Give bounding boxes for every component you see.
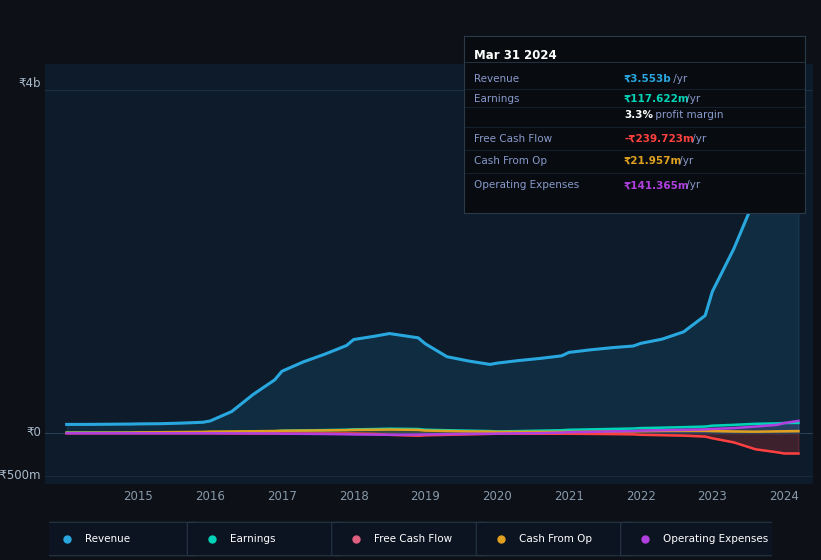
FancyBboxPatch shape bbox=[43, 522, 198, 556]
Text: -₹500m: -₹500m bbox=[0, 469, 41, 482]
Text: Earnings: Earnings bbox=[230, 534, 275, 544]
Text: /yr: /yr bbox=[682, 94, 699, 104]
Text: -₹239.723m: -₹239.723m bbox=[624, 134, 694, 144]
Text: Operating Expenses: Operating Expenses bbox=[663, 534, 768, 544]
Text: Free Cash Flow: Free Cash Flow bbox=[374, 534, 452, 544]
Text: ₹3.553b: ₹3.553b bbox=[624, 74, 672, 84]
Text: ₹21.957m: ₹21.957m bbox=[624, 156, 682, 166]
FancyBboxPatch shape bbox=[476, 522, 631, 556]
Text: ₹0: ₹0 bbox=[26, 427, 41, 440]
Text: ₹117.622m: ₹117.622m bbox=[624, 94, 690, 104]
FancyBboxPatch shape bbox=[621, 522, 776, 556]
Text: profit margin: profit margin bbox=[652, 110, 723, 120]
Text: ₹4b: ₹4b bbox=[19, 77, 41, 90]
FancyBboxPatch shape bbox=[332, 522, 487, 556]
Text: 3.3%: 3.3% bbox=[624, 110, 653, 120]
Text: Revenue: Revenue bbox=[474, 74, 519, 84]
Text: ₹141.365m: ₹141.365m bbox=[624, 180, 690, 190]
Text: Revenue: Revenue bbox=[85, 534, 131, 544]
Text: /yr: /yr bbox=[689, 134, 706, 144]
Text: /yr: /yr bbox=[682, 180, 699, 190]
Text: /yr: /yr bbox=[670, 74, 688, 84]
Text: Earnings: Earnings bbox=[474, 94, 520, 104]
Text: /yr: /yr bbox=[677, 156, 694, 166]
Text: Cash From Op: Cash From Op bbox=[519, 534, 592, 544]
FancyBboxPatch shape bbox=[187, 522, 342, 556]
Text: Mar 31 2024: Mar 31 2024 bbox=[474, 49, 557, 62]
Text: Cash From Op: Cash From Op bbox=[474, 156, 547, 166]
Text: Free Cash Flow: Free Cash Flow bbox=[474, 134, 553, 144]
Text: Operating Expenses: Operating Expenses bbox=[474, 180, 580, 190]
